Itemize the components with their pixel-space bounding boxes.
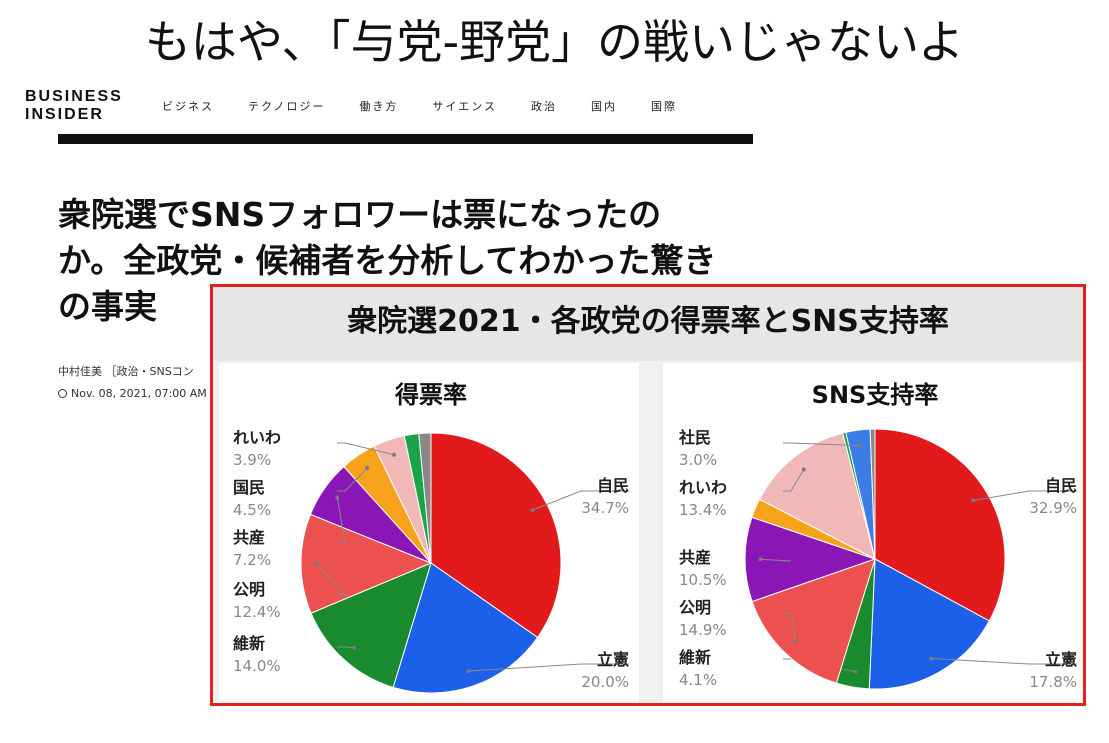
vote-leader-line-ldp — [532, 490, 629, 511]
nav-item-politics[interactable]: 政治 — [531, 100, 558, 113]
clock-icon — [58, 389, 67, 398]
sns-leader-line-sdp — [783, 442, 860, 447]
vote-value-ishin: 14.0% — [233, 657, 281, 675]
sns-slice-ldp — [874, 428, 1006, 622]
sns-value-reiwa: 13.4% — [679, 501, 727, 519]
vote-chart-title: 得票率 — [394, 381, 467, 409]
nav-item-business[interactable]: ビジネス — [162, 100, 214, 113]
vote-label-ishin: 維新 — [233, 634, 265, 653]
headline-line-2: か。全政党・候補者を分析してわかった驚き — [58, 241, 717, 280]
vote-leader-line-cdp — [468, 663, 629, 672]
vote-label-ldp: 自民 — [597, 476, 629, 495]
sns-label-sdp: 社民 — [678, 428, 711, 447]
article-screenshot: BUSINESS INSIDER ビジネス テクノロジー 働き方 サイエンス 政… — [20, 80, 755, 420]
vote-value-dpfp: 4.5% — [233, 501, 271, 519]
nav-item-domestic[interactable]: 国内 — [591, 100, 618, 113]
logo-line-2: INSIDER — [25, 106, 104, 123]
sns-value-cdp: 17.8% — [1029, 673, 1077, 691]
sns-value-sdp: 3.0% — [679, 451, 717, 469]
sns-slice-komeito — [751, 558, 876, 684]
vote-leader-line-komeito — [316, 563, 347, 596]
article-headline: 衆院選でSNSフォロワーは票になったの か。全政党・候補者を分析してわかった驚き… — [58, 192, 738, 330]
sns-leader-line-ldp — [973, 490, 1077, 501]
vote-label-komeito: 公明 — [233, 580, 265, 599]
sns-value-ishin: 4.1% — [679, 671, 717, 689]
vote-share-panel: 得票率自民 34.7% 立憲 20.0% 維新 14.0% 公明 12.4% 共産 7.2% 国民 4… — [219, 363, 639, 703]
pie-chart-figure: 衆院選2021・各政党の得票率とSNS支持率 得票率自民 34.7% 立憲 20.0%… — [210, 284, 1086, 706]
sns-leader-dot-komeito — [793, 639, 798, 644]
navbar-divider — [58, 134, 753, 144]
sns-label-ldp: 自民 — [1045, 476, 1077, 495]
sns-value-komeito: 14.9% — [679, 621, 727, 639]
nav-item-technology[interactable]: テクノロジー — [248, 100, 326, 113]
logo-line-1: BUSINESS — [25, 88, 123, 105]
vote-value-ldp: 34.7% — [581, 499, 629, 517]
nav-item-work[interactable]: 働き方 — [359, 100, 399, 113]
vote-leader-line-dpfp — [337, 467, 368, 492]
sns-leader-line-cdp — [931, 658, 1077, 665]
vote-slice-ishin — [310, 562, 432, 688]
article-byline[interactable]: 中村佳美 ［政治・SNSコン — [58, 365, 194, 378]
vote-leader-line-reiwa — [337, 442, 395, 456]
vote-slice-other-8 — [418, 432, 432, 564]
vote-slice-ldp — [430, 432, 562, 639]
slide-title: もはや、「与党-野党」の戦いじゃないよ — [144, 15, 965, 69]
sns-label-jcp: 共産 — [679, 548, 711, 567]
sns-label-reiwa: れいわ — [679, 478, 727, 497]
sns-slice-cdp — [868, 558, 990, 690]
headline-line-3: の事実 — [58, 287, 157, 326]
headline-line-1: 衆院選でSNSフォロワーは票になったの — [58, 195, 662, 234]
vote-value-komeito: 12.4% — [233, 603, 281, 621]
vote-value-reiwa: 3.9% — [233, 451, 271, 469]
date-text: Nov. 08, 2021, 07:00 AM | 政 — [71, 387, 229, 400]
vote-leader-dot-cdp — [466, 669, 471, 674]
sns-leader-line-jcp — [760, 558, 792, 562]
sns-leader-line-reiwa — [783, 469, 805, 492]
vote-label-reiwa: れいわ — [233, 428, 281, 447]
vote-label-dpfp: 国民 — [233, 478, 265, 497]
sns-leader-line-komeito — [783, 612, 796, 642]
vote-value-jcp: 7.2% — [233, 551, 271, 569]
sns-slice-reiwa — [758, 432, 876, 560]
sns-value-ldp: 32.9% — [1029, 499, 1077, 517]
sns-value-jcp: 10.5% — [679, 571, 727, 589]
article-date: Nov. 08, 2021, 07:00 AM | 政 — [58, 385, 229, 401]
vote-slice-cdp — [392, 562, 539, 694]
vote-leader-line-jcp — [336, 497, 346, 544]
sns-slice-other-9 — [869, 428, 876, 560]
figure-title: 衆院選2021・各政党の得票率とSNS支持率 — [213, 287, 1083, 361]
nav-item-science[interactable]: サイエンス — [432, 100, 498, 113]
business-insider-logo[interactable]: BUSINESS INSIDER — [25, 88, 123, 124]
sns-label-ishin: 維新 — [679, 648, 711, 667]
site-nav: ビジネス テクノロジー 働き方 サイエンス 政治 国内 国際 — [162, 98, 711, 114]
nav-item-international[interactable]: 国際 — [651, 100, 678, 113]
sns-label-cdp: 立憲 — [1045, 650, 1077, 669]
vote-slice-komeito — [300, 513, 433, 614]
sns-support-panel: SNS支持率自民 32.9% 立憲 17.8% 維新 4.1% 公明 14.9% 共産 10.5%… — [663, 363, 1081, 703]
vote-label-jcp: 共産 — [233, 528, 265, 547]
vote-value-cdp: 20.0% — [581, 673, 629, 691]
vote-leader-line-ishin — [337, 646, 355, 649]
sns-chart-title: SNS支持率 — [812, 381, 939, 409]
sns-label-komeito: 公明 — [679, 598, 711, 617]
vote-label-cdp: 立憲 — [597, 650, 629, 669]
sns-slice-jcp — [744, 516, 877, 603]
sns-leader-dot-sdp — [857, 443, 862, 448]
